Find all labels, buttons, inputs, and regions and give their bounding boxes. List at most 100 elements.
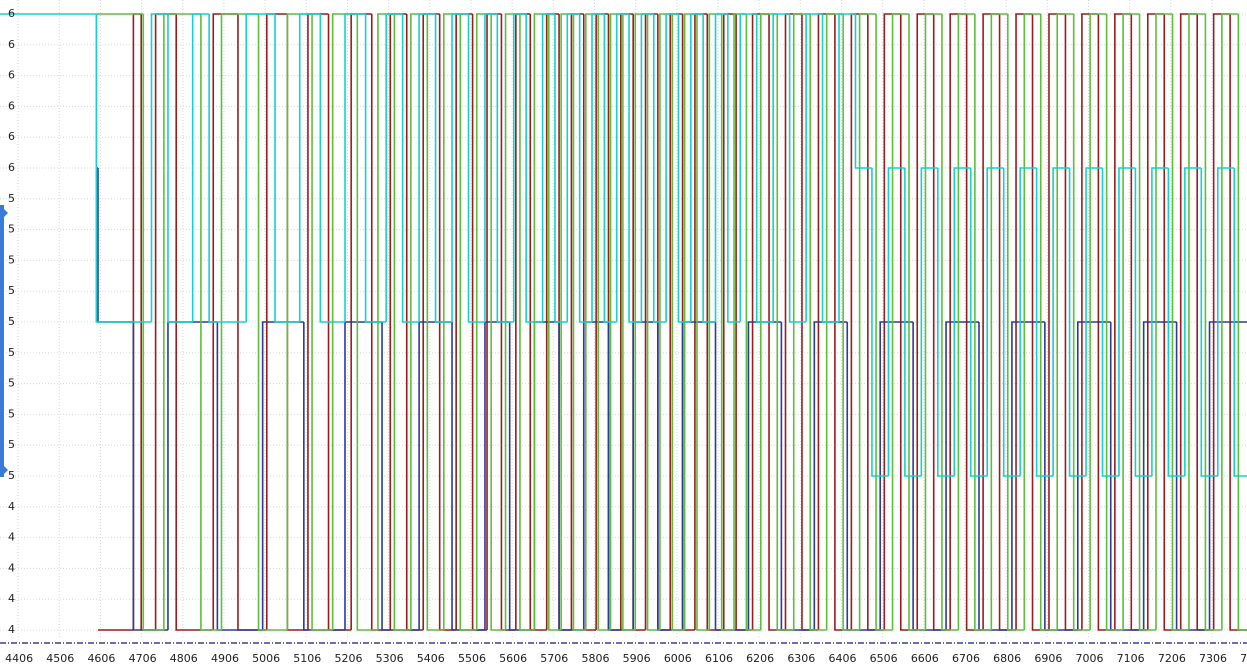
signal-step (150, 13, 168, 322)
signal-step (908, 14, 926, 631)
signal-step (696, 14, 710, 631)
signal-step (603, 14, 617, 323)
y-tick-label: 6 (8, 38, 15, 51)
signal-step (677, 14, 691, 323)
x-tick-label: 5006 (252, 652, 280, 665)
signal-step (191, 13, 210, 322)
signal-step (714, 13, 728, 322)
signal-step (393, 14, 411, 631)
signal-step (356, 14, 378, 631)
y-tick-label: 5 (8, 346, 15, 359)
y-tick-label: 5 (8, 315, 15, 328)
y-tick-label: 6 (8, 7, 15, 20)
scroll-handle[interactable] (0, 205, 4, 477)
signal-step (628, 14, 642, 323)
signals (0, 13, 1247, 631)
signal-step (319, 14, 345, 323)
y-tick-label: 6 (8, 69, 15, 82)
signal-step (937, 168, 955, 477)
signal-step (597, 14, 611, 631)
signal-step (1138, 14, 1157, 631)
signal-step (566, 13, 580, 322)
signal-step (858, 13, 877, 630)
x-tick-label: 6406 (828, 652, 856, 665)
y-tick-label: 5 (8, 284, 15, 297)
signal-step (426, 14, 444, 631)
x-tick-label: 4806 (170, 652, 198, 665)
signal-step (805, 13, 823, 322)
signal-step (652, 14, 667, 323)
y-tick-label: 5 (8, 407, 15, 420)
signal-step (727, 14, 741, 323)
y-tick-label: 4 (8, 592, 15, 605)
signal-step (891, 13, 910, 630)
signal-step (646, 14, 660, 631)
signal-step (167, 14, 193, 323)
signal-step (821, 14, 840, 323)
x-tick-label: 5206 (334, 652, 362, 665)
y-tick-label: 6 (8, 130, 15, 143)
signal-step (418, 13, 436, 322)
signal-step (969, 168, 988, 477)
x-tick-label: 5706 (540, 652, 568, 665)
signal-step (451, 13, 469, 322)
signal-step (920, 167, 938, 476)
signal-step (434, 14, 453, 323)
signal-step (1118, 167, 1136, 476)
signal-step (924, 13, 942, 630)
signal-step (945, 321, 979, 630)
x-tick-label: 6706 (952, 652, 980, 665)
handle-arrow (4, 466, 8, 474)
signal-step (720, 14, 735, 631)
x-tick-label: 6506 (870, 652, 898, 665)
signal-step (364, 14, 387, 323)
signal-step (792, 13, 811, 630)
x-tick-label: 5306 (376, 652, 404, 665)
signal-step (990, 13, 1008, 630)
signal-step (1072, 14, 1091, 631)
signal-step (1056, 13, 1074, 630)
signal-step (1204, 14, 1222, 631)
signal-step (875, 14, 893, 631)
y-tick-label: 4 (8, 531, 15, 544)
signal-step (809, 14, 827, 631)
signal-step (401, 14, 420, 323)
x-tick-label: 74 (1240, 652, 1247, 665)
x-tick-label: 5106 (293, 652, 321, 665)
x-tick-label: 6606 (911, 652, 939, 665)
y-tick-label: 5 (8, 192, 15, 205)
x-tick-label: 7106 (1117, 652, 1145, 665)
signal-step (745, 14, 761, 631)
signal-step (496, 14, 514, 323)
signal-step (298, 13, 321, 322)
signal-step (547, 14, 562, 631)
signal-step (714, 322, 749, 631)
y-tick-label: 6 (8, 99, 15, 112)
signal-step (459, 14, 477, 631)
signal-step (1167, 168, 1185, 477)
signal-step (519, 14, 535, 631)
signal-step (838, 13, 856, 322)
signal-step (1188, 13, 1206, 630)
signal-step (1011, 321, 1045, 630)
signal-step (200, 14, 222, 631)
signal-step (525, 14, 543, 323)
signal-step (854, 14, 872, 169)
signal-step (385, 13, 403, 322)
signal-step (887, 167, 905, 476)
signal-step (739, 13, 757, 322)
signal-step (1085, 167, 1103, 476)
signal-step (1151, 167, 1169, 476)
signal-step (879, 321, 914, 630)
x-tick-label: 4906 (211, 652, 239, 665)
x-tick-label: 5406 (417, 652, 445, 665)
signal-step (1134, 168, 1152, 477)
signal-step (1221, 13, 1239, 630)
signal-step (467, 14, 485, 323)
signal-step (1077, 321, 1111, 630)
signal-step (208, 14, 247, 323)
signal-step (615, 13, 630, 322)
x-tick-label: 6106 (705, 652, 733, 665)
